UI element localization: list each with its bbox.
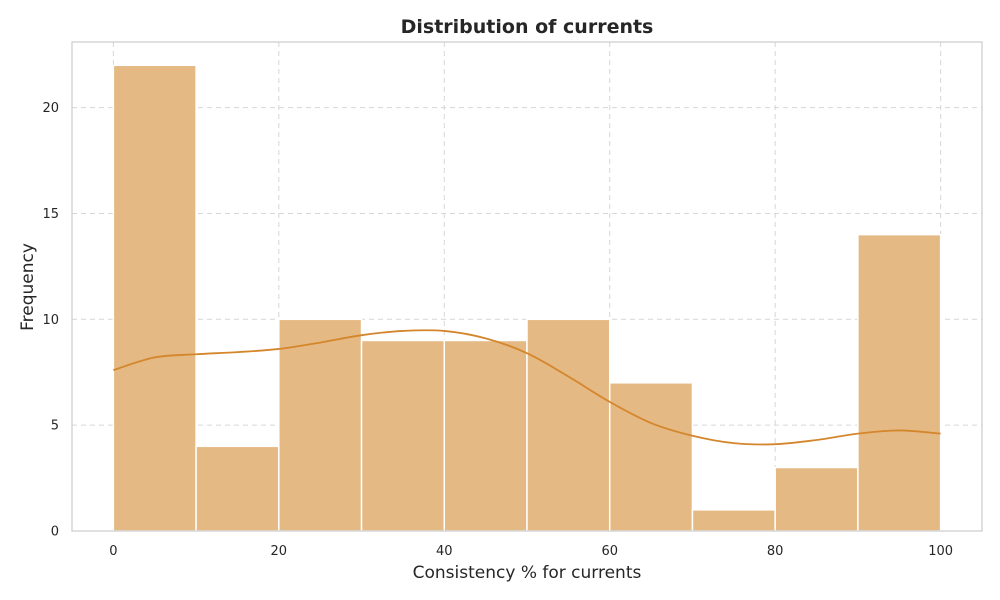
- histogram-bar: [608, 382, 694, 532]
- y-tick-label: 5: [51, 419, 59, 434]
- histogram-bar: [278, 318, 363, 532]
- y-tick-label: 20: [42, 101, 59, 116]
- y-axis-label: Frequency: [18, 243, 38, 331]
- x-axis-label: Consistency % for currents: [413, 563, 642, 583]
- x-tick-label: 60: [601, 544, 618, 559]
- y-tick-labels: 0 5 10 15 20: [42, 101, 59, 539]
- plot-frame: [71, 41, 983, 532]
- histogram-bar: [443, 339, 528, 532]
- x-tick-label: 0: [109, 544, 117, 559]
- kde-layer: [113, 329, 941, 446]
- histogram-bar: [526, 318, 611, 532]
- histogram-bar: [360, 339, 446, 532]
- x-tick-label: 20: [271, 544, 288, 559]
- y-tick-label: 15: [42, 207, 59, 222]
- x-tick-label: 80: [767, 544, 784, 559]
- histogram-bar: [774, 466, 859, 532]
- kde-curve: [113, 329, 941, 446]
- x-tick-labels: 0 20 40 60 80 100: [109, 544, 953, 559]
- y-tick-label: 10: [42, 313, 59, 328]
- histogram-bar: [691, 509, 776, 532]
- histogram-bar: [857, 233, 942, 532]
- y-tick-label: 0: [51, 525, 59, 540]
- histogram-bar: [112, 64, 197, 532]
- histogram-bar: [195, 445, 280, 532]
- chart-title: Distribution of currents: [401, 16, 654, 38]
- bars-layer: [112, 64, 942, 532]
- x-tick-label: 100: [928, 544, 953, 559]
- x-tick-label: 40: [436, 544, 453, 559]
